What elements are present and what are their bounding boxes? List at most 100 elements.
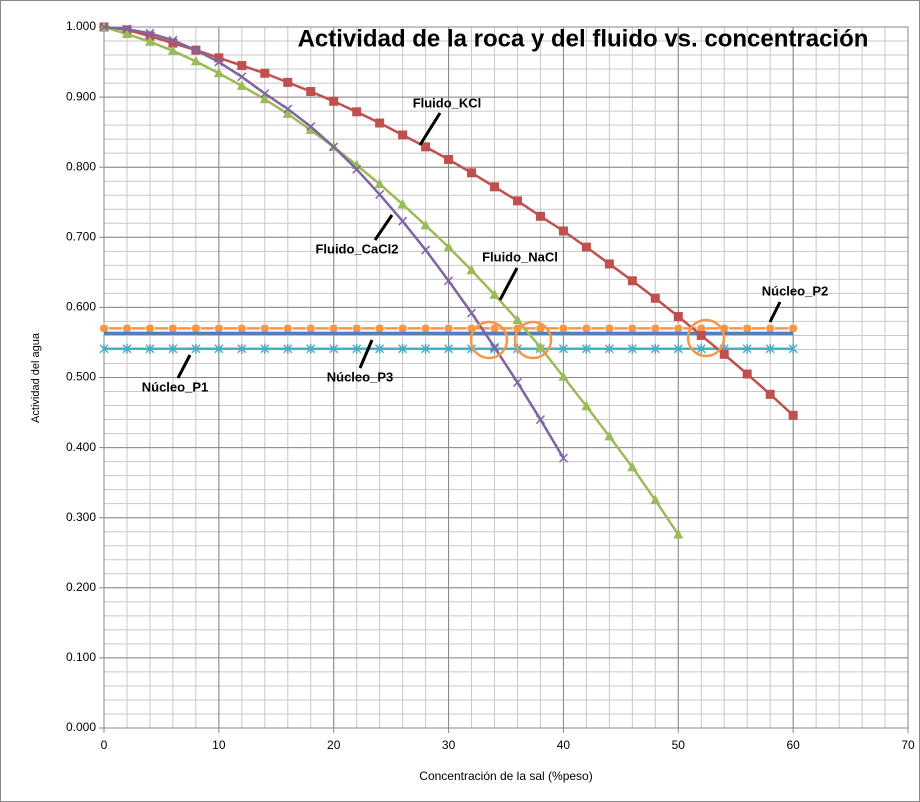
marker <box>467 168 477 178</box>
y-tick-label: 0.500 <box>66 370 96 384</box>
marker <box>397 323 408 334</box>
marker <box>604 323 615 334</box>
marker <box>167 45 178 55</box>
marker <box>581 323 592 334</box>
marker <box>650 343 660 354</box>
marker <box>237 72 247 82</box>
marker <box>236 323 247 334</box>
marker <box>650 293 660 303</box>
marker <box>788 343 798 354</box>
marker <box>673 343 683 354</box>
marker <box>696 343 706 354</box>
marker <box>214 343 224 354</box>
marker <box>627 461 638 472</box>
marker <box>213 67 224 78</box>
arrow <box>358 339 374 369</box>
marker <box>283 104 293 114</box>
marker <box>259 323 270 334</box>
marker <box>191 45 201 55</box>
marker <box>581 400 592 411</box>
y-tick-label: 0.800 <box>66 159 96 173</box>
marker <box>259 93 270 104</box>
marker <box>283 77 293 87</box>
highlight <box>469 320 509 360</box>
marker <box>282 108 293 118</box>
x-tick-label: 20 <box>327 738 341 752</box>
marker <box>604 430 615 441</box>
marker <box>122 343 132 354</box>
marker <box>558 371 569 381</box>
marker <box>673 529 684 539</box>
marker <box>765 343 775 354</box>
marker <box>466 264 477 275</box>
marker <box>467 308 477 318</box>
marker <box>397 198 408 209</box>
marker <box>788 410 798 420</box>
marker <box>237 343 247 354</box>
marker <box>788 323 799 334</box>
marker <box>650 323 661 334</box>
marker <box>145 343 155 354</box>
annotation: Núcleo_P1 <box>142 379 208 394</box>
highlight <box>513 320 553 360</box>
marker <box>604 343 614 354</box>
marker <box>328 323 339 334</box>
marker <box>558 226 568 236</box>
marker <box>213 323 224 334</box>
marker <box>558 453 568 463</box>
marker <box>260 343 270 354</box>
marker <box>282 323 293 334</box>
marker <box>99 323 109 334</box>
marker <box>398 130 408 140</box>
marker <box>122 323 132 334</box>
marker <box>742 343 752 354</box>
marker <box>742 369 752 379</box>
annotation: Núcleo_P2 <box>762 283 828 298</box>
marker <box>374 178 385 189</box>
x-tick-label: 0 <box>101 738 108 752</box>
marker <box>398 216 408 226</box>
arrow <box>373 214 394 241</box>
marker <box>489 342 500 352</box>
annotation-arrows <box>176 112 782 379</box>
marker <box>352 164 362 174</box>
marker <box>329 343 339 354</box>
y-tick-label: 0.900 <box>66 89 96 103</box>
marker <box>375 343 385 354</box>
marker <box>742 323 753 334</box>
marker <box>375 190 385 200</box>
marker <box>421 245 431 255</box>
marker <box>283 343 293 354</box>
marker <box>214 53 224 63</box>
marker <box>398 343 408 354</box>
x-tick-label: 10 <box>212 738 226 752</box>
marker <box>535 341 546 352</box>
marker <box>214 57 224 67</box>
marker <box>99 343 109 354</box>
y-axis-label: Actividad del agua <box>30 332 42 423</box>
marker <box>421 343 431 354</box>
marker <box>512 196 522 206</box>
marker <box>627 343 637 354</box>
marker <box>443 323 454 334</box>
marker <box>168 38 178 48</box>
y-tick-label: 0.200 <box>66 580 96 594</box>
marker <box>145 323 155 334</box>
arrow <box>176 354 192 379</box>
marker <box>144 36 155 46</box>
marker <box>375 118 385 128</box>
y-tick-label: 0.700 <box>66 229 96 243</box>
chart-title: Actividad de la roca y del fluido vs. co… <box>298 25 869 52</box>
marker <box>168 343 178 354</box>
marker <box>444 154 454 164</box>
marker <box>558 323 569 334</box>
highlight <box>686 318 726 358</box>
arrow <box>418 112 442 146</box>
x-tick-label: 50 <box>672 738 686 752</box>
marker <box>490 182 500 192</box>
annotation: Fluido_NaCl <box>482 249 558 264</box>
marker <box>558 343 568 354</box>
marker <box>489 289 500 299</box>
marker <box>420 323 431 334</box>
